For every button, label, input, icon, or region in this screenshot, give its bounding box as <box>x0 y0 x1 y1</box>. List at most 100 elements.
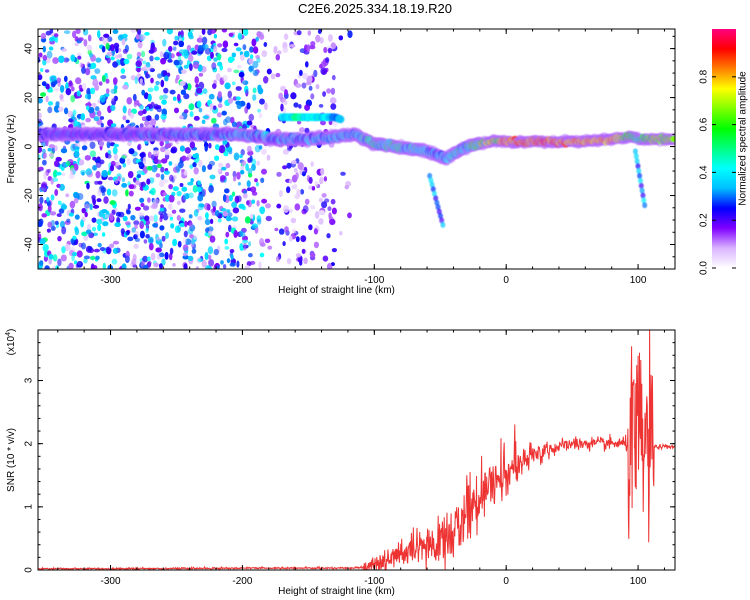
noise-speck <box>261 198 268 204</box>
noise-speck <box>295 236 300 243</box>
noise-speck <box>301 82 307 89</box>
noise-speck <box>65 193 70 198</box>
noise-speck <box>201 190 205 197</box>
noise-speck <box>73 120 79 128</box>
noise-speck <box>185 238 192 245</box>
noise-speck <box>145 62 151 68</box>
noise-speck <box>275 72 281 78</box>
noise-speck <box>228 224 232 233</box>
noise-speck <box>40 186 47 192</box>
noise-speck <box>109 213 114 221</box>
noise-speck <box>310 252 316 258</box>
noise-speck <box>162 179 169 184</box>
noise-speck <box>101 45 106 53</box>
noise-speck <box>73 197 79 204</box>
noise-speck <box>276 50 282 55</box>
noise-speck <box>122 162 127 168</box>
noise-speck <box>340 171 346 176</box>
noise-speck <box>91 194 96 200</box>
noise-speck <box>320 120 326 126</box>
noise-speck <box>261 148 267 155</box>
noise-speck <box>163 70 168 76</box>
noise-speck <box>197 215 203 221</box>
noise-speck <box>226 209 231 214</box>
noise-speck <box>121 183 128 188</box>
noise-speck <box>152 202 158 209</box>
noise-speck <box>175 165 181 172</box>
noise-speck <box>172 186 179 192</box>
noise-speck <box>126 209 131 215</box>
noise-speck <box>61 226 67 235</box>
noise-speck <box>179 208 186 213</box>
colorbar-tick-label: 0.2 <box>699 213 710 227</box>
noise-speck <box>170 148 177 154</box>
noise-speck <box>184 147 191 154</box>
snr-series-line <box>38 330 675 570</box>
noise-speck <box>330 103 337 110</box>
noise-speck <box>182 244 189 252</box>
noise-speck <box>146 166 153 171</box>
noise-speck <box>191 238 195 245</box>
noise-speck <box>242 193 248 199</box>
noise-speck <box>113 77 118 85</box>
noise-speck <box>263 42 268 47</box>
noise-speck <box>102 262 106 269</box>
noise-speck <box>122 33 128 39</box>
noise-speck <box>81 171 85 176</box>
noise-speck <box>169 216 174 221</box>
noise-speck <box>313 241 319 249</box>
noise-speck <box>259 252 265 258</box>
noise-speck <box>73 192 80 199</box>
noise-speck <box>135 34 140 40</box>
noise-speck <box>61 172 66 177</box>
noise-speck <box>217 168 221 173</box>
noise-speck <box>322 91 326 97</box>
noise-speck <box>101 170 108 178</box>
noise-speck <box>145 74 151 79</box>
noise-speck <box>204 144 208 152</box>
noise-speck <box>255 55 260 59</box>
noise-speck <box>95 255 100 260</box>
noise-speck <box>251 163 256 171</box>
noise-speck <box>159 95 163 101</box>
x-tick-label: 0 <box>503 576 509 587</box>
noise-speck <box>91 102 97 108</box>
noise-speck <box>106 141 111 149</box>
noise-speck <box>133 101 137 108</box>
noise-speck <box>318 197 323 203</box>
noise-speck <box>248 241 252 247</box>
noise-speck <box>249 46 254 53</box>
noise-speck <box>167 213 173 218</box>
noise-speck <box>136 67 141 73</box>
noise-speck <box>256 218 262 225</box>
noise-speck <box>307 30 312 36</box>
noise-speck <box>224 246 230 250</box>
noise-speck <box>160 113 167 120</box>
noise-speck <box>112 61 118 68</box>
noise-speck <box>258 261 262 269</box>
noise-speck <box>242 239 249 244</box>
noise-speck <box>152 223 158 228</box>
noise-speck <box>289 44 296 48</box>
noise-speck <box>206 203 211 211</box>
noise-speck <box>142 60 147 65</box>
noise-speck <box>187 181 194 186</box>
noise-speck <box>214 210 220 217</box>
noise-speck <box>83 255 90 260</box>
noise-speck <box>297 162 304 170</box>
noise-speck <box>38 74 43 81</box>
noise-speck <box>167 59 173 63</box>
noise-speck <box>71 254 75 261</box>
noise-speck <box>197 194 204 202</box>
noise-speck <box>290 217 297 224</box>
noise-speck <box>179 80 186 87</box>
noise-speck <box>135 179 140 186</box>
noise-speck <box>189 63 193 71</box>
noise-speck <box>83 39 88 47</box>
noise-speck <box>162 38 167 47</box>
noise-speck <box>141 116 147 122</box>
noise-speck <box>113 153 118 161</box>
noise-speck <box>116 217 121 224</box>
noise-speck <box>179 115 184 120</box>
noise-speck <box>209 235 216 243</box>
